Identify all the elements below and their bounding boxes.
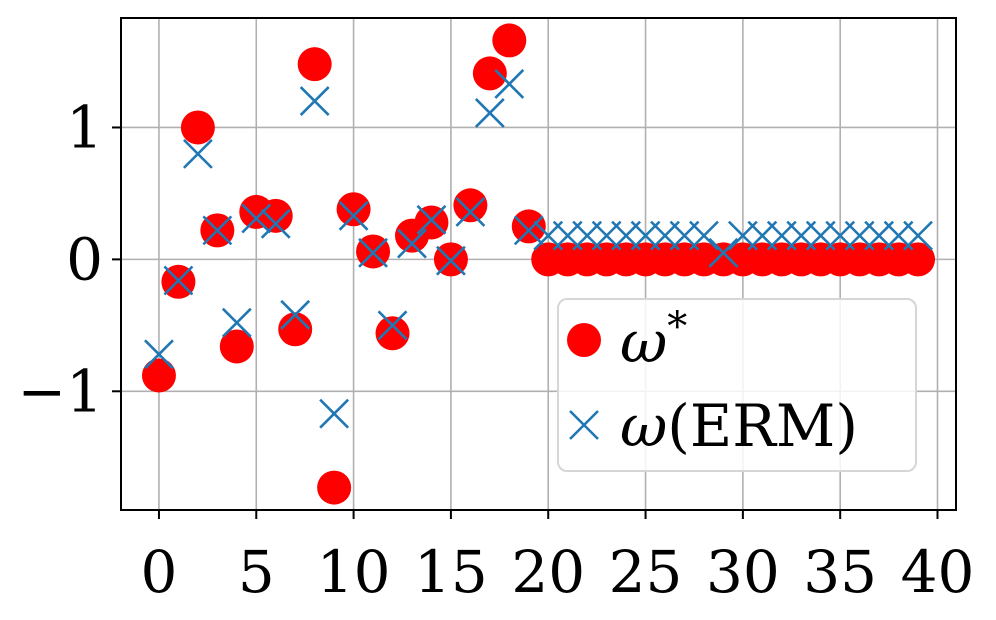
y-tick-label: 1 (66, 93, 103, 161)
omega-star-point (180, 110, 215, 145)
omega-erm-point (338, 200, 369, 231)
omega-star-point (141, 358, 176, 393)
omega-star-point (278, 312, 313, 347)
omega-star-point (901, 242, 936, 277)
x-tick-label: 10 (317, 538, 391, 606)
omega-erm-point (474, 98, 505, 128)
x-tick-label: 40 (901, 538, 975, 606)
omega-erm-point (416, 204, 447, 235)
omega-star-point (492, 23, 527, 58)
x-tick-label: 35 (803, 538, 877, 606)
omega-erm-point (689, 220, 719, 251)
legend-label-omega-erm-symbol: ω (620, 392, 667, 460)
y-tick-label: 0 (66, 225, 103, 293)
x-tick-label: 5 (238, 538, 275, 606)
legend-label-omega-star: ω* (620, 304, 687, 376)
legend-label-omega-erm-rest: (ERM) (667, 392, 858, 460)
omega-star-point (317, 470, 352, 505)
legend-label-omega-star-symbol: ω (620, 308, 667, 376)
omega-erm-point (435, 245, 466, 276)
omega-erm-point (903, 220, 933, 251)
legend-label-omega-star-superscript: * (667, 304, 687, 350)
plot-area-frame (120, 17, 957, 511)
omega-erm-point (144, 339, 174, 370)
legend-frame (557, 298, 917, 472)
legend-label-omega-erm: ω(ERM) (620, 392, 858, 460)
omega-erm-point (241, 203, 272, 234)
y-tick-label: −1 (18, 357, 104, 425)
omega-erm-point (494, 69, 525, 99)
omega-erm-point (163, 265, 194, 296)
omega-erm-point (513, 215, 544, 246)
data-marks (141, 23, 936, 505)
omega-erm-point (377, 310, 408, 341)
omega-star-point (297, 47, 332, 82)
axis-ticks: 0 5 10 15 20 25 30 35 40−101 (18, 93, 975, 606)
omega-erm-point (397, 228, 427, 259)
omega-star-point (453, 188, 488, 223)
omega-star-point (219, 329, 254, 364)
omega-star-point (336, 192, 371, 227)
omega-star-point (472, 56, 507, 91)
legend-marker-omega-erm (569, 410, 599, 440)
omega-star-point (375, 316, 410, 351)
omega-erm-point (299, 86, 330, 117)
omega-erm-point (319, 398, 350, 429)
omega-erm-point (202, 215, 233, 246)
omega-erm-point (708, 237, 739, 268)
omega-erm-point (182, 138, 213, 169)
omega-erm-point (221, 307, 252, 338)
omega-erm-point (358, 237, 388, 268)
x-tick-label: 15 (414, 538, 488, 606)
legend: ω* ω(ERM) (557, 298, 917, 472)
x-tick-label: 20 (511, 538, 585, 606)
omega-erm-point (260, 208, 291, 239)
x-tick-label: 30 (706, 538, 780, 606)
omega-star-point (511, 209, 546, 244)
x-tick-label: 25 (609, 538, 683, 606)
x-tick-label: 0 (141, 538, 178, 606)
omega-erm-point (280, 299, 311, 330)
omega-erm-point (455, 196, 486, 227)
legend-marker-omega-star (567, 323, 601, 357)
